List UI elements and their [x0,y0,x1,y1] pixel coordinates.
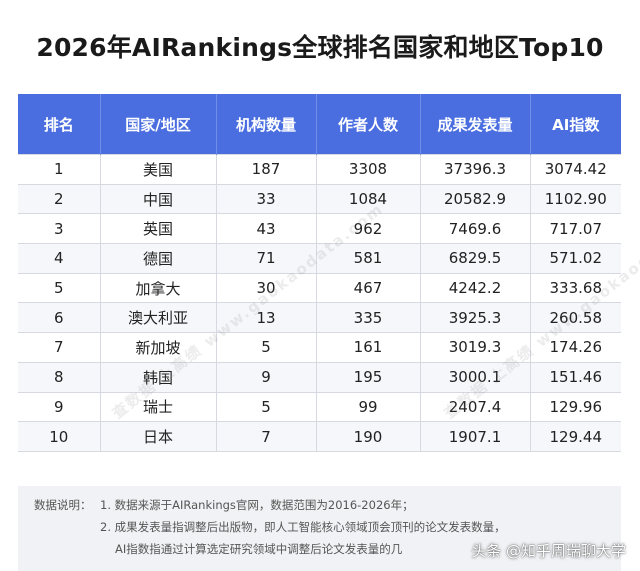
cell-institutions: 5 [216,392,317,423]
cell-country: 德国 [100,243,217,274]
cell-authors: 467 [316,273,421,304]
table-row: 6 澳大利亚 13 335 3925.3 260.58 [18,302,621,334]
table-row: 5 加拿大 30 467 4242.2 333.68 [18,273,621,304]
cell-ai-index: 129.44 [530,421,621,452]
page-title: 2026年AIRankings全球排名国家和地区Top10 [36,33,604,62]
cell-country: 美国 [100,154,217,185]
cell-publications: 4242.2 [420,273,531,304]
cell-authors: 581 [316,243,421,274]
cell-rank: 3 [18,213,101,245]
cell-ai-index: 3074.42 [530,154,621,185]
header-institutions: 机构数量 [216,94,317,155]
header-authors: 作者人数 [316,94,421,155]
cell-institutions: 5 [216,332,317,363]
cell-ai-index: 1102.90 [530,184,621,215]
cell-country: 新加坡 [100,332,217,363]
source-overlay-badge: 头条 @知乎周瑞聊大学 [471,542,626,560]
cell-ai-index: 174.26 [530,332,621,363]
notes-line-1: 1. 数据来源于AIRankings官网，数据范围为2016-2026年； [100,498,414,512]
header-country: 国家/地区 [100,94,217,155]
ranking-table-container: 排名 国家/地区 机构数量 作者人数 成果发表量 AI指数 1 美国 187 3… [18,94,621,452]
cell-ai-index: 333.68 [530,273,621,304]
cell-ai-index: 151.46 [530,362,621,393]
cell-rank: 6 [18,302,101,334]
cell-country: 中国 [100,184,217,215]
cell-institutions: 71 [216,243,317,274]
cell-authors: 3308 [316,154,421,185]
table-row: 10 日本 7 190 1907.1 129.44 [18,421,621,452]
cell-country: 瑞士 [100,392,217,423]
cell-rank: 9 [18,392,101,423]
cell-authors: 161 [316,332,421,363]
cell-publications: 2407.4 [420,392,531,423]
cell-authors: 190 [316,421,421,452]
cell-country: 加拿大 [100,273,217,304]
cell-country: 澳大利亚 [100,302,217,334]
table-row: 7 新加坡 5 161 3019.3 174.26 [18,332,621,363]
cell-country: 韩国 [100,362,217,393]
cell-rank: 8 [18,362,101,393]
cell-ai-index: 260.58 [530,302,621,334]
cell-institutions: 33 [216,184,317,215]
cell-rank: 10 [18,421,101,452]
table-row: 9 瑞士 5 99 2407.4 129.96 [18,392,621,423]
cell-publications: 20582.9 [420,184,531,215]
cell-institutions: 13 [216,302,317,334]
cell-ai-index: 571.02 [530,243,621,274]
cell-publications: 3000.1 [420,362,531,393]
cell-rank: 2 [18,184,101,215]
cell-institutions: 30 [216,273,317,304]
cell-institutions: 43 [216,213,317,245]
header-rank: 排名 [18,94,101,155]
notes-line-3: AI指数指通过计算选定研究领域中调整后论文发表量的几 [115,542,403,556]
cell-ai-index: 717.07 [530,213,621,245]
cell-publications: 7469.6 [420,213,531,245]
cell-rank: 7 [18,332,101,363]
cell-authors: 335 [316,302,421,334]
notes-label: 数据说明： [34,498,92,512]
cell-institutions: 9 [216,362,317,393]
cell-rank: 1 [18,154,101,185]
cell-publications: 37396.3 [420,154,531,185]
cell-authors: 962 [316,213,421,245]
cell-publications: 3019.3 [420,332,531,363]
table-row: 4 德国 71 581 6829.5 571.02 [18,243,621,274]
cell-institutions: 7 [216,421,317,452]
table-header-row: 排名 国家/地区 机构数量 作者人数 成果发表量 AI指数 [18,94,621,155]
cell-publications: 1907.1 [420,421,531,452]
data-notes: 数据说明： 1. 数据来源于AIRankings官网，数据范围为2016-202… [18,486,621,571]
table-row: 8 韩国 9 195 3000.1 151.46 [18,362,621,393]
cell-authors: 99 [316,392,421,423]
cell-publications: 6829.5 [420,243,531,274]
cell-authors: 195 [316,362,421,393]
table-row: 1 美国 187 3308 37396.3 3074.42 [18,154,621,185]
cell-rank: 4 [18,243,101,274]
cell-rank: 5 [18,273,101,304]
cell-authors: 1084 [316,184,421,215]
cell-publications: 3925.3 [420,302,531,334]
cell-ai-index: 129.96 [530,392,621,423]
cell-country: 英国 [100,213,217,245]
table-row: 2 中国 33 1084 20582.9 1102.90 [18,184,621,215]
table-row: 3 英国 43 962 7469.6 717.07 [18,213,621,245]
header-ai-index: AI指数 [530,94,621,155]
ranking-table: 排名 国家/地区 机构数量 作者人数 成果发表量 AI指数 1 美国 187 3… [18,94,621,452]
cell-country: 日本 [100,421,217,452]
cell-institutions: 187 [216,154,317,185]
notes-line-2: 2. 成果发表量指调整后出版物，即人工智能核心领域顶会顶刊的论文发表数量， [100,520,506,534]
header-publications: 成果发表量 [420,94,531,155]
